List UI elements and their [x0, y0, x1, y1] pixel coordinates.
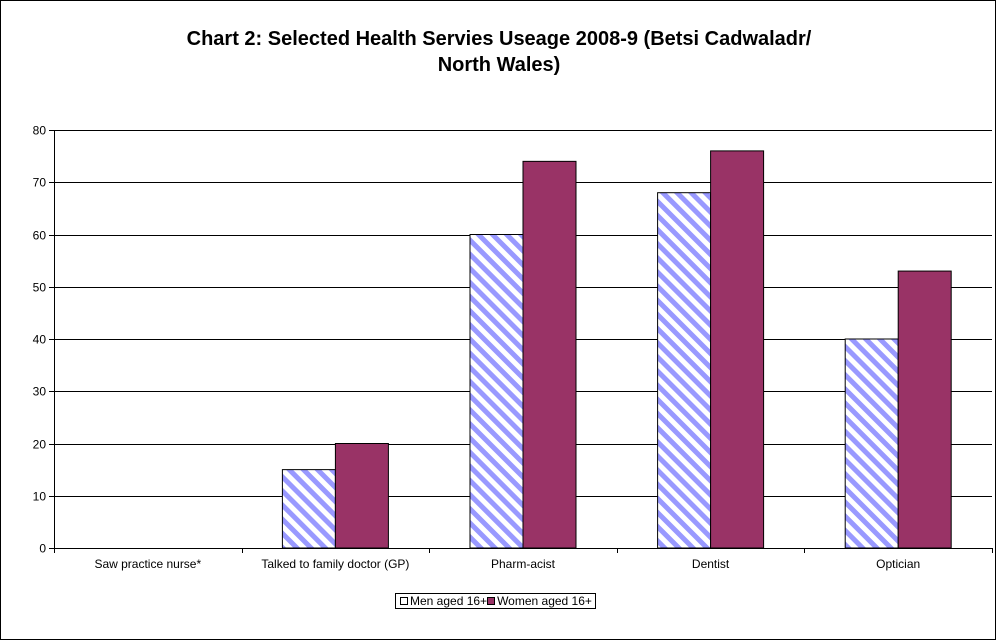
chart-title-line-1: Chart 2: Selected Health Servies Useage …: [186, 28, 812, 50]
x-tick-label: Pharm-acist: [491, 557, 556, 571]
x-tick-label: Optician: [876, 557, 920, 571]
chart-title: Chart 2: Selected Health Servies Useage …: [0, 26, 998, 78]
bar-chart: 0 10 20 30 40 50 60 70 80 Saw practice nurse* Talk…: [33, 124, 993, 571]
y-tick-label: 80: [33, 124, 47, 138]
y-tick-label: 40: [33, 333, 47, 347]
bar-men: [844, 338, 899, 549]
legend-swatch-men: [400, 597, 408, 605]
legend: Men aged 16+ Women aged 16+: [395, 593, 596, 609]
bar-men: [469, 234, 524, 549]
y-tick-label: 60: [33, 229, 47, 243]
bar-women: [334, 443, 389, 549]
x-tick-label: Dentist: [692, 557, 730, 571]
x-tick-label: Talked to family doctor (GP): [261, 557, 409, 571]
bar-women: [522, 160, 577, 549]
y-tick-label: 30: [33, 385, 47, 399]
chart-title-line-2: North Wales): [437, 54, 561, 76]
bar-women: [710, 150, 765, 549]
x-tick-label: Saw practice nurse*: [94, 557, 201, 571]
legend-swatch-women: [487, 597, 496, 605]
legend-item-women: Women aged 16+: [487, 594, 592, 608]
legend-label-women: Women aged 16+: [497, 594, 592, 608]
bar-men: [281, 469, 336, 549]
y-tick-label: 50: [33, 281, 47, 295]
legend-label-men: Men aged 16+: [410, 594, 488, 608]
y-tick-label: 20: [33, 438, 47, 452]
y-tick-label: 70: [33, 176, 47, 190]
y-tick-label: 10: [33, 490, 47, 504]
bar-men: [657, 192, 712, 549]
y-tick-label: 0: [39, 542, 46, 556]
bar-women: [897, 270, 952, 549]
legend-item-men: Men aged 16+: [400, 594, 487, 608]
